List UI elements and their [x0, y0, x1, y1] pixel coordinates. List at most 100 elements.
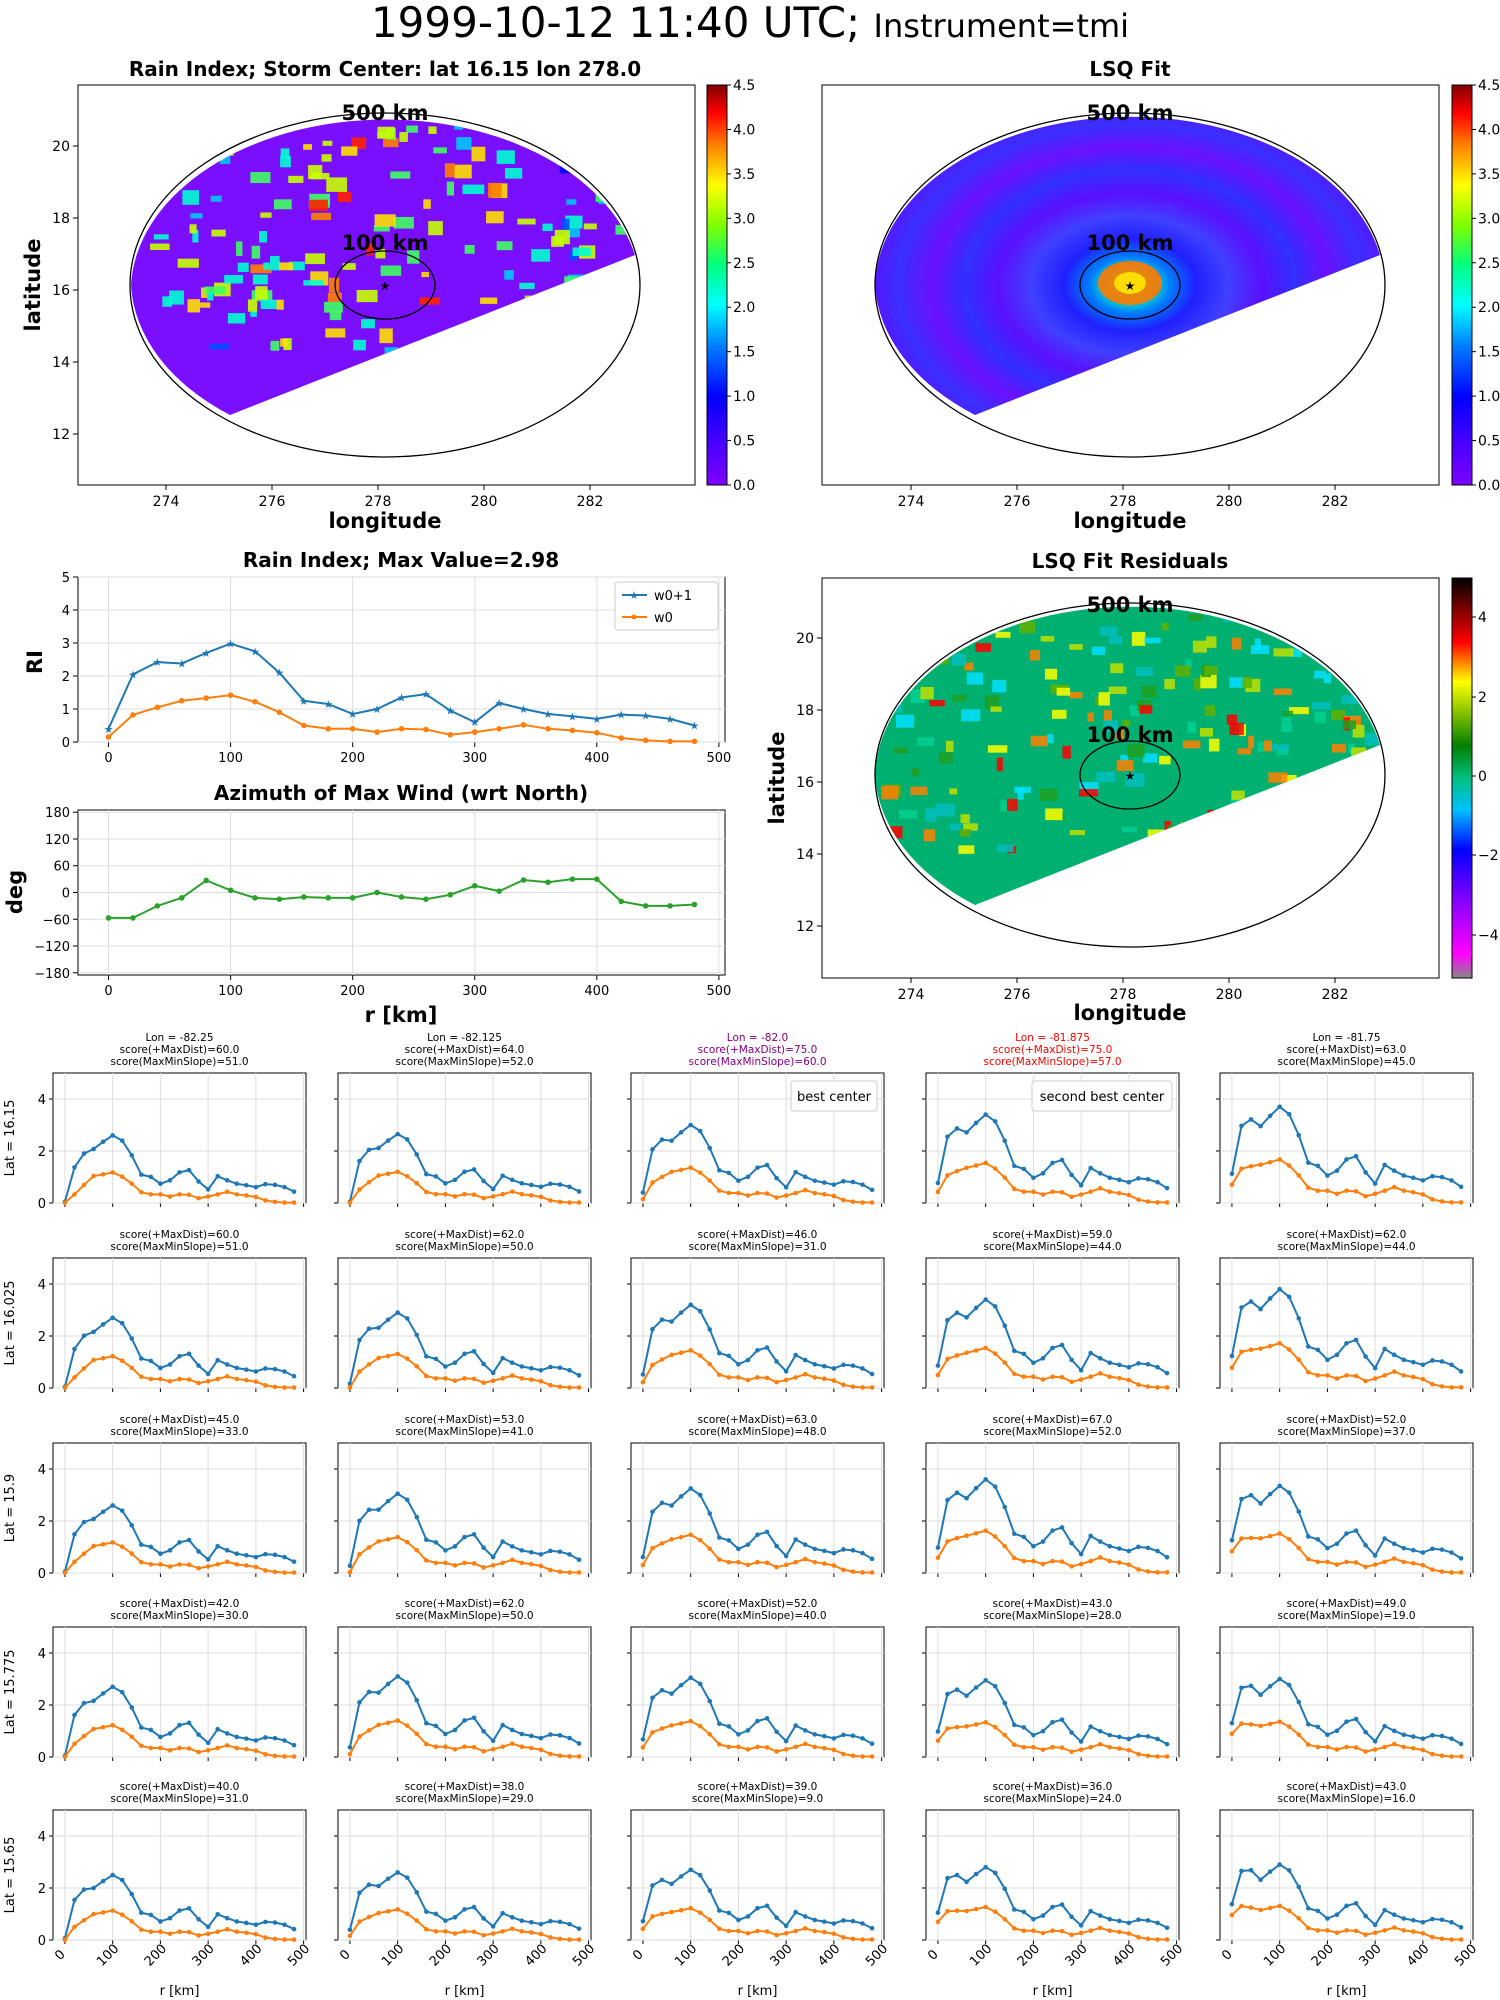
- cell-data-point: [215, 1562, 220, 1567]
- cell-data-point: [224, 1548, 230, 1553]
- cell-data-point: [148, 1376, 154, 1382]
- cell-data-point: [1411, 1175, 1416, 1181]
- cell-data-point: [850, 1918, 856, 1924]
- cell-data-point: [139, 1356, 144, 1361]
- cell-data-point: [1059, 1559, 1065, 1564]
- cell-data-point: [100, 1878, 106, 1884]
- cell-xlabel: r [km]: [738, 1984, 778, 1999]
- x-tick-label: 0: [52, 1947, 68, 1963]
- cell-data-point: [1248, 1535, 1254, 1541]
- cell-data-point: [272, 1366, 278, 1372]
- cell-data-point: [1353, 1153, 1359, 1159]
- residual-cell: [963, 823, 978, 831]
- grid-cell: Lon = -82.0score(+MaxDist)=75.0score(Max…: [627, 1032, 885, 1207]
- cell-data-point: [1363, 1749, 1368, 1754]
- cell-data-point: [812, 1361, 818, 1367]
- cell-score-maxdist: score(+MaxDist)=63.0: [1287, 1044, 1407, 1056]
- rain-cell: [321, 154, 332, 162]
- cell-data-point: [1050, 1160, 1055, 1166]
- cell-data-point: [1059, 1189, 1065, 1195]
- residuals-map-ylabel: latitude: [765, 732, 789, 825]
- cell-data-point: [1372, 1181, 1378, 1186]
- cell-data-point: [1306, 1925, 1311, 1931]
- row-lat-label: Lat = 16.025: [3, 1281, 18, 1366]
- cell-data-point: [783, 1368, 789, 1374]
- colorbar-tick-label: 2: [1478, 690, 1487, 706]
- cell-data-point: [158, 1181, 163, 1187]
- x-tick-label: 100: [672, 1941, 700, 1969]
- cell-data-point: [1286, 1111, 1292, 1117]
- rain-cell: [393, 216, 414, 229]
- cell-data-point: [831, 1193, 837, 1199]
- cell-data-point: [1145, 1361, 1151, 1367]
- cell-data-point: [139, 1927, 144, 1932]
- cell-data-point: [945, 1875, 950, 1881]
- cell-data-point: [443, 1548, 448, 1553]
- cell-data-point: [1097, 1728, 1103, 1734]
- cell-data-point: [205, 1378, 211, 1384]
- cell-score-maxdist: score(+MaxDist)=42.0: [120, 1598, 240, 1610]
- res-ring-500km-label: 500 km: [1087, 593, 1174, 617]
- cell-data-point: [812, 1928, 818, 1934]
- cell-data-point: [529, 1745, 534, 1751]
- cell-lon-title: Lon = -81.875: [1015, 1032, 1090, 1044]
- cell-score-maxdist: score(+MaxDist)=52.0: [1287, 1414, 1407, 1426]
- cell-data-point: [841, 1567, 846, 1573]
- cell-data-point: [1325, 1559, 1330, 1565]
- data-point: ★: [543, 708, 553, 721]
- cell-data-point: [954, 1490, 960, 1495]
- cell-data-point: [954, 1687, 960, 1692]
- cell-data-point: [110, 1872, 115, 1878]
- cell-data-point: [72, 1375, 77, 1380]
- cell-data-point: [841, 1362, 846, 1368]
- cell-data-point: [462, 1560, 467, 1566]
- cell-data-point: [282, 1754, 287, 1759]
- lon-tick-label: 276: [1004, 494, 1031, 510]
- residual-cell: [1110, 663, 1124, 674]
- cell-data-point: [945, 1173, 950, 1178]
- cell-data-point: [659, 1174, 665, 1180]
- cell-data-point: [1315, 1188, 1321, 1194]
- cell-data-point: [253, 1931, 259, 1937]
- cell-data-point: [481, 1916, 486, 1921]
- cell-data-point: [1334, 1747, 1340, 1752]
- cell-data-point: [1439, 1359, 1445, 1364]
- cell-score-maxminslope: score(MaxMinSlope)=28.0: [983, 1610, 1121, 1622]
- cell-data-point: [1002, 1138, 1008, 1144]
- cell-data-point: [253, 1194, 259, 1200]
- cell-data-point: [366, 1689, 372, 1695]
- grid-cell: Lon = -82.25score(+MaxDist)=60.0score(Ma…: [3, 1032, 307, 1212]
- cell-data-point: [1050, 1904, 1055, 1910]
- cell-data-point: [1391, 1728, 1397, 1734]
- cell-axes: [630, 1257, 885, 1389]
- cell-score-maxdist: score(+MaxDist)=67.0: [993, 1414, 1113, 1426]
- cell-data-point: [548, 1548, 553, 1554]
- cell-data-point: [1315, 1163, 1321, 1169]
- rain-cell: [564, 228, 581, 238]
- cell-data-point: [452, 1746, 458, 1752]
- residual-cell: [1264, 740, 1272, 752]
- cell-data-point: [366, 1882, 372, 1888]
- cell-data-point: [538, 1921, 544, 1927]
- cell-data-point: [244, 1930, 249, 1936]
- residual-cell: [1323, 673, 1332, 684]
- data-point: ★: [592, 713, 602, 726]
- cell-data-point: [1411, 1374, 1416, 1380]
- cell-data-point: [519, 1731, 525, 1737]
- rain-cell: [190, 213, 203, 219]
- cell-data-point: [812, 1546, 818, 1552]
- cell-data-point: [1344, 1559, 1349, 1565]
- cell-data-point: [1372, 1738, 1378, 1744]
- cell-data-point: [697, 1910, 703, 1915]
- data-point: [569, 876, 576, 882]
- cell-data-point: [992, 1166, 998, 1171]
- cell-data-point: [1439, 1936, 1445, 1942]
- best-center-label: best center: [797, 1090, 872, 1105]
- cell-data-point: [196, 1565, 201, 1571]
- rain-cell: [517, 218, 536, 225]
- cell-data-point: [688, 1486, 693, 1491]
- cell-data-point: [973, 1348, 979, 1353]
- cell-data-point: [745, 1562, 751, 1568]
- rain-index-map-panel: Rain Index; Storm Center: lat 16.15 lon …: [21, 57, 755, 533]
- cell-data-point: [1145, 1918, 1151, 1923]
